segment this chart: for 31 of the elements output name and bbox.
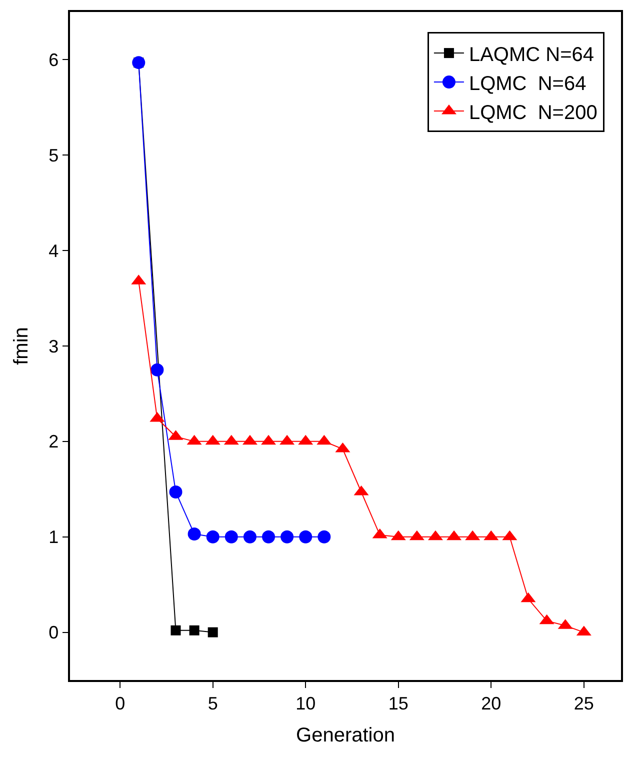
y-tick-label: 6 <box>48 50 59 70</box>
point <box>224 530 238 544</box>
point <box>280 530 294 544</box>
x-tick-label: 0 <box>115 693 126 714</box>
legend-label: LAQMC N=64 <box>468 44 594 66</box>
x-tick-label: 20 <box>481 693 502 714</box>
y-tick-label: 5 <box>48 145 59 166</box>
y-tick-label: 3 <box>48 336 59 356</box>
point <box>188 527 201 540</box>
point <box>262 530 276 544</box>
y-tick-label: 2 <box>48 432 59 452</box>
point <box>206 530 220 544</box>
x-tick-label: 10 <box>296 693 316 714</box>
point <box>299 530 312 544</box>
point <box>169 486 182 499</box>
point <box>150 363 164 376</box>
legend-label: LQMC N=200 <box>468 102 598 124</box>
point <box>208 627 218 638</box>
y-tick-label: 4 <box>48 240 59 261</box>
legend-label: LQMC N=64 <box>468 72 586 95</box>
point <box>189 625 200 636</box>
point <box>318 530 331 544</box>
y-tick-label: 0 <box>48 622 59 643</box>
x-tick-label: 25 <box>574 693 594 714</box>
x-tick-label: 5 <box>208 693 218 714</box>
y-tick-label: 1 <box>48 527 59 548</box>
point <box>170 625 181 636</box>
y-axis-title: fmin <box>10 327 33 365</box>
point <box>243 530 256 544</box>
x-tick-label: 15 <box>388 693 408 714</box>
x-axis-title: Generation <box>296 724 395 746</box>
